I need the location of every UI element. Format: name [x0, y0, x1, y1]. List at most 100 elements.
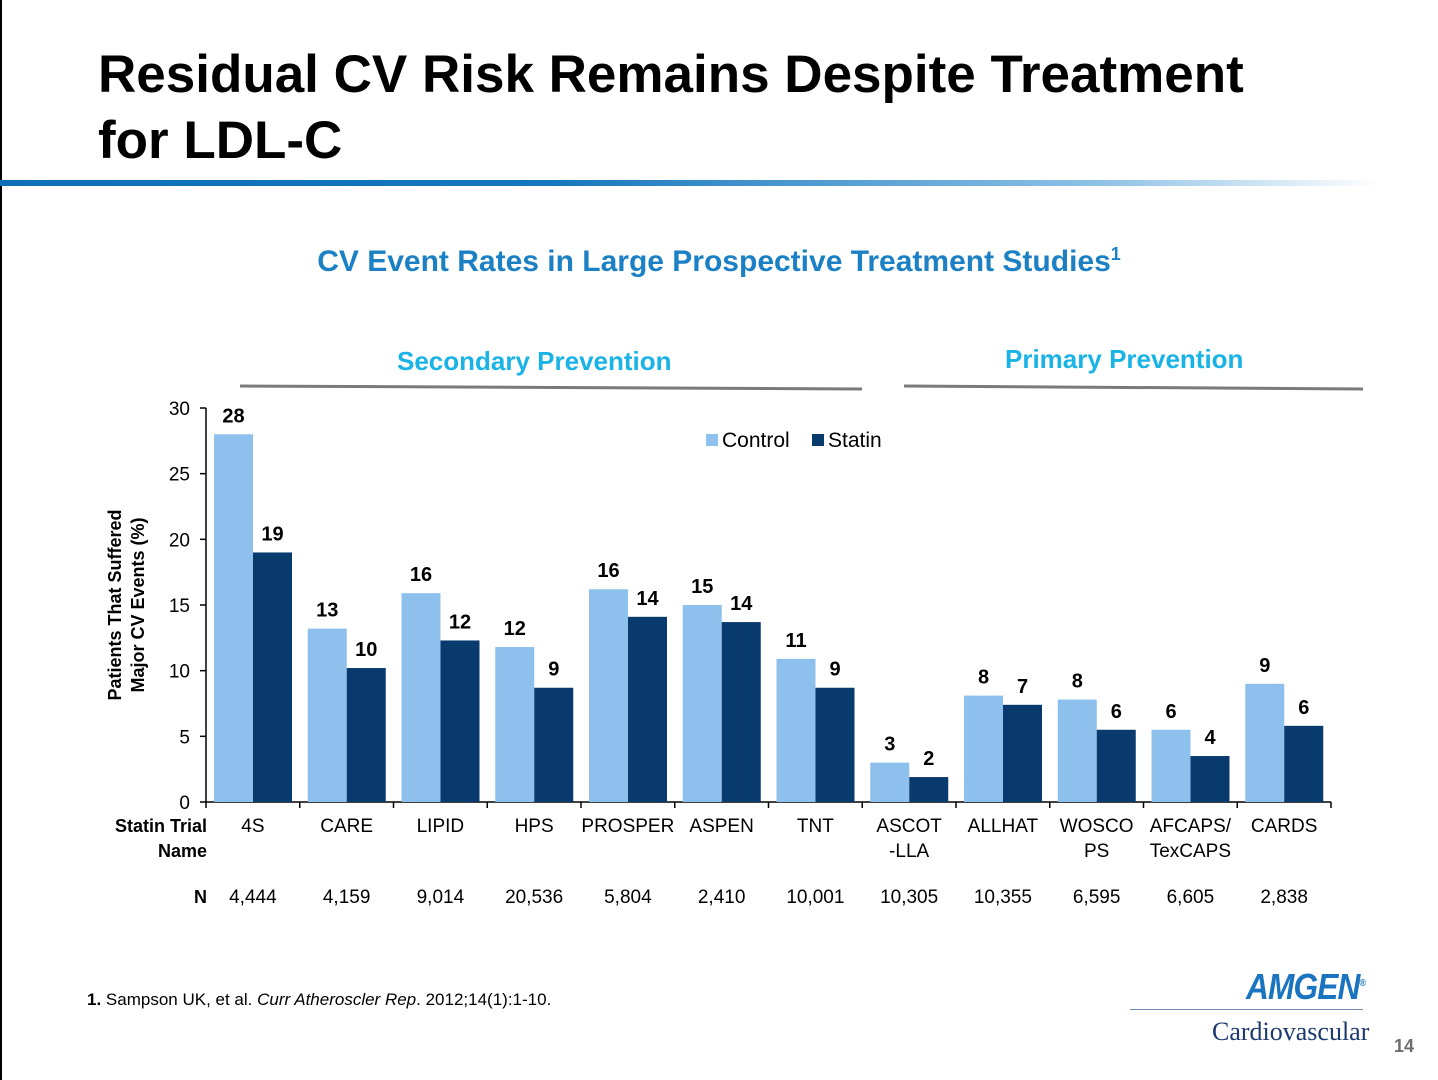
category-label: ALLHAT — [968, 816, 1039, 837]
logo-registered-mark: ® — [1359, 978, 1367, 989]
bar-statin — [534, 687, 574, 802]
data-label-statin: 2 — [923, 748, 934, 770]
data-label-control: 3 — [884, 734, 895, 756]
logo-division: Cardiovascular — [1212, 1017, 1370, 1046]
data-label-control: 8 — [978, 667, 989, 689]
legend-swatch-control — [706, 434, 718, 446]
footnote: 1. Sampson UK, et al. Curr Atheroscler R… — [87, 990, 551, 1010]
y-tick-label: 0 — [179, 793, 190, 814]
logo-brand: AMGEN — [1246, 966, 1360, 1007]
data-label-control: 13 — [316, 600, 338, 622]
category-label: ASPEN — [689, 816, 753, 837]
logo-divider — [1130, 1009, 1363, 1010]
chart-title: CV Event Rates in Large Prospective Trea… — [0, 244, 1438, 279]
title-divider — [0, 180, 1380, 186]
footnote-number: 1. — [87, 990, 102, 1009]
amgen-logo: AMGEN® — [1246, 966, 1367, 1008]
slide-left-border — [0, 0, 2, 1080]
n-value: 20,536 — [505, 887, 563, 908]
category-axis-label: Statin Trial — [115, 816, 207, 836]
data-label-control: 11 — [785, 630, 806, 652]
bar-statin — [815, 687, 855, 802]
footnote-details: . 2012;14(1):1-10. — [416, 990, 552, 1009]
footnote-authors: Sampson UK, et al. — [101, 990, 258, 1009]
group-label-secondary: Secondary Prevention — [397, 346, 672, 376]
group-line-secondary — [239, 384, 863, 391]
n-value: 10,355 — [974, 887, 1032, 908]
category-label: CARE — [320, 816, 373, 837]
data-label-control: 28 — [222, 405, 244, 427]
data-label-statin: 14 — [730, 593, 753, 615]
page-number: 14 — [1394, 1036, 1415, 1056]
y-tick-label: 20 — [169, 530, 190, 551]
data-label-statin: 14 — [636, 588, 659, 610]
data-label-statin: 6 — [1298, 697, 1309, 719]
category-label: AFCAPS/ — [1150, 816, 1232, 837]
category-label: TNT — [797, 816, 834, 837]
slide-title: Residual CV Risk Remains Despite Treatme… — [98, 42, 1358, 174]
legend-swatch-statin — [812, 434, 824, 446]
data-label-control: 15 — [691, 576, 713, 598]
n-value: 2,838 — [1260, 887, 1308, 908]
bar-statin — [1096, 729, 1136, 802]
category-label: TexCAPS — [1150, 841, 1231, 862]
y-tick-label: 15 — [169, 596, 190, 617]
bar-control — [964, 695, 1003, 802]
n-value: 4,159 — [323, 887, 371, 908]
bar-control — [214, 434, 253, 802]
footnote-journal: Curr Atheroscler Rep — [257, 990, 417, 1009]
y-axis-label: Patients That Suffered Major CV Events (%… — [105, 509, 148, 700]
bar-statin — [1190, 756, 1230, 802]
bar-control — [1057, 699, 1097, 802]
slide-title-line1: Residual CV Risk Remains Despite Treatme… — [98, 45, 1244, 104]
bar-statin — [346, 668, 386, 802]
y-axis-label-line2: Major CV Events (%) — [128, 517, 148, 692]
y-tick-label: 10 — [169, 662, 190, 683]
data-label-statin: 19 — [261, 523, 283, 545]
bar-control — [495, 647, 535, 802]
bar-statin — [628, 616, 667, 802]
category-label: PS — [1084, 841, 1109, 862]
bar-statin — [440, 640, 480, 802]
y-axis-label-line1: Patients That Suffered — [105, 509, 125, 700]
legend-label-control: Control — [722, 429, 790, 452]
bar-control — [776, 658, 816, 802]
n-value: 10,001 — [786, 887, 844, 908]
data-label-statin: 9 — [548, 659, 559, 681]
bar-statin — [253, 552, 292, 802]
bar-control — [1245, 683, 1285, 802]
bar-control — [870, 762, 910, 802]
legend-label-statin: Statin — [828, 429, 882, 452]
data-label-control: 6 — [1165, 701, 1176, 723]
data-label-control: 8 — [1072, 671, 1083, 693]
n-value: 9,014 — [417, 887, 465, 908]
data-label-control: 16 — [410, 564, 432, 586]
data-label-control: 9 — [1259, 655, 1270, 677]
bar-control — [401, 593, 441, 802]
data-label-statin: 9 — [829, 659, 840, 681]
bar-statin — [909, 777, 949, 802]
category-label: ASCOT — [876, 816, 942, 837]
n-axis-label: N — [194, 887, 207, 907]
bar-statin — [1003, 704, 1042, 802]
category-label: 4S — [241, 816, 264, 837]
category-axis-label: Name — [158, 841, 207, 861]
category-label: HPS — [515, 816, 554, 837]
data-label-statin: 7 — [1017, 676, 1028, 698]
bar-statin — [721, 622, 761, 802]
data-label-statin: 4 — [1204, 727, 1216, 749]
category-label: PROSPER — [581, 816, 674, 837]
category-label: -LLA — [889, 841, 929, 862]
group-line-primary — [903, 384, 1364, 391]
bar-statin — [1284, 725, 1324, 802]
n-value: 6,595 — [1073, 887, 1121, 908]
data-label-statin: 10 — [355, 639, 377, 661]
y-tick-label: 25 — [169, 465, 190, 486]
chart-title-footnote-ref: 1 — [1110, 244, 1121, 264]
bar-control — [682, 605, 722, 802]
n-value: 2,410 — [698, 887, 746, 908]
data-label-control: 16 — [597, 560, 619, 582]
bar-control — [307, 628, 347, 802]
n-value: 10,305 — [880, 887, 938, 908]
